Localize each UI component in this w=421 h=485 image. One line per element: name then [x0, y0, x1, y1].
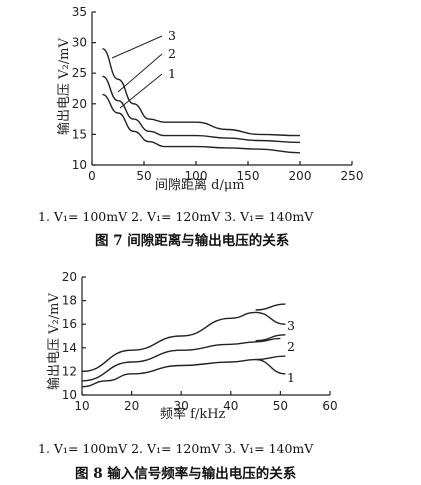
chart2-series-line-extra-3: [255, 355, 286, 361]
chart1-x-tick-label: 0: [88, 169, 96, 183]
chart1-leader-line-1: [119, 73, 163, 109]
chart1-x-tick-label: 150: [237, 169, 260, 183]
chart2-legend-caption: 1. V₁= 100mV 2. V₁= 120mV 3. V₁= 140mV: [38, 441, 314, 456]
chart1-y-tick-label: 15: [72, 127, 87, 141]
chart1-series-label-2: 2: [168, 46, 176, 61]
chart1-y-tick-label: 10: [72, 158, 87, 172]
chart-gap-distance: 0 50 100 150 200 250 10 15 20 25 30 35 1 2 3 间隙距离 d/μ…: [38, 5, 363, 249]
chart1-y-tick-label: 20: [72, 97, 87, 111]
chart1-title: 图 7 间隙距离与输出电压的关系: [95, 232, 290, 249]
chart1-leader-line-2: [117, 53, 163, 93]
chart1-x-tick-label: 200: [289, 169, 312, 183]
chart2-series-label-3: 3: [287, 318, 295, 333]
chart2-series-line-extra-4: [255, 334, 286, 342]
chart1-x-tick-label: 50: [136, 169, 151, 183]
chart1-y-tick-label: 25: [72, 66, 87, 80]
chart2-y-tick-label: 20: [62, 270, 77, 284]
chart1-y-tick-label: 35: [72, 5, 87, 19]
chart1-series-line-1: [102, 93, 301, 154]
chart2-title: 图 8 输入信号频率与输出电压的关系: [75, 465, 297, 482]
chart1-series-line-2: [102, 75, 301, 144]
chart2-x-tick-label: 50: [273, 399, 288, 413]
chart2-x-tick-label: 20: [124, 399, 139, 413]
chart2-series-line-2: [81, 337, 281, 382]
chart2-series-label-1: 1: [287, 370, 295, 385]
chart2-y-tick-label: 18: [62, 294, 77, 308]
chart2-x-tick-label: 10: [74, 399, 89, 413]
chart2-x-tick-label: 40: [223, 399, 238, 413]
chart1-y-label: 输出电压 V₂/mV: [56, 38, 72, 135]
chart1-x-label: 间隙距离 d/μm: [155, 177, 245, 193]
chart1-leader-line-3: [111, 35, 163, 59]
chart2-y-tick-label: 14: [62, 341, 77, 355]
chart2-x-tick-label: 30: [174, 399, 189, 413]
chart2-series-label-2: 2: [287, 339, 295, 354]
chart2-series-line-1: [81, 358, 286, 388]
chart1-x-tick-label: 250: [341, 169, 364, 183]
chart1-series-label-3: 3: [168, 28, 176, 43]
chart2-x-tick-label: 60: [322, 399, 337, 413]
chart2-y-label: 输出电压 V₂/mV: [46, 293, 62, 390]
chart1-x-tick-label: 100: [185, 169, 208, 183]
chart2-series-line-extra-5: [255, 303, 286, 311]
chart1-series-label-1: 1: [168, 66, 176, 81]
chart2-x-label: 频率 f/kHz: [160, 406, 226, 422]
chart2-series-line-3: [81, 311, 286, 373]
chart1-legend-caption: 1. V₁= 100mV 2. V₁= 120mV 3. V₁= 140mV: [38, 209, 314, 224]
chart2-y-tick-label: 12: [62, 364, 77, 378]
chart1-series-line-3: [102, 48, 301, 137]
chart2-y-tick-label: 16: [62, 317, 77, 331]
chart2-y-tick-label: 10: [62, 388, 77, 402]
chart1-y-tick-label: 30: [72, 36, 87, 50]
